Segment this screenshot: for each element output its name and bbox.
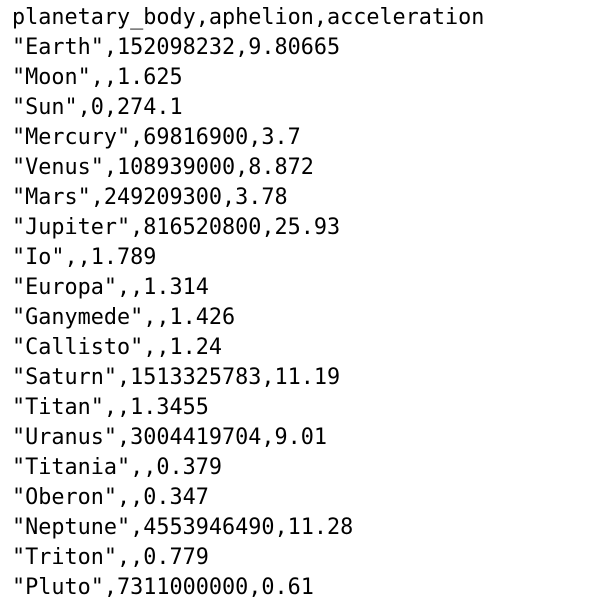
csv-row-neptune: "Neptune",4553946490,11.28 xyxy=(12,515,354,540)
csv-row-ganymede: "Ganymede",,1.426 xyxy=(12,305,236,330)
csv-header-line: planetary_body,aphelion,acceleration xyxy=(12,5,485,30)
csv-row-oberon: "Oberon",,0.347 xyxy=(12,485,209,510)
csv-row-callisto: "Callisto",,1.24 xyxy=(12,335,222,360)
csv-row-titan: "Titan",,1.3455 xyxy=(12,395,209,420)
csv-row-uranus: "Uranus",3004419704,9.01 xyxy=(12,425,327,450)
csv-row-mars: "Mars",249209300,3.78 xyxy=(12,185,288,210)
csv-row-titania: "Titania",,0.379 xyxy=(12,455,222,480)
csv-row-mercury: "Mercury",69816900,3.7 xyxy=(12,125,301,150)
csv-row-earth: "Earth",152098232,9.80665 xyxy=(12,35,341,60)
csv-row-venus: "Venus",108939000,8.872 xyxy=(12,155,314,180)
csv-row-pluto: "Pluto",7311000000,0.61 xyxy=(12,575,314,600)
csv-row-moon: "Moon",,1.625 xyxy=(12,65,183,90)
csv-row-triton: "Triton",,0.779 xyxy=(12,545,209,570)
csv-row-sun: "Sun",0,274.1 xyxy=(12,95,183,120)
csv-row-europa: "Europa",,1.314 xyxy=(12,275,209,300)
csv-row-jupiter: "Jupiter",816520800,25.93 xyxy=(12,215,341,240)
csv-row-io: "Io",,1.789 xyxy=(12,245,157,270)
csv-row-saturn: "Saturn",1513325783,11.19 xyxy=(12,365,341,390)
